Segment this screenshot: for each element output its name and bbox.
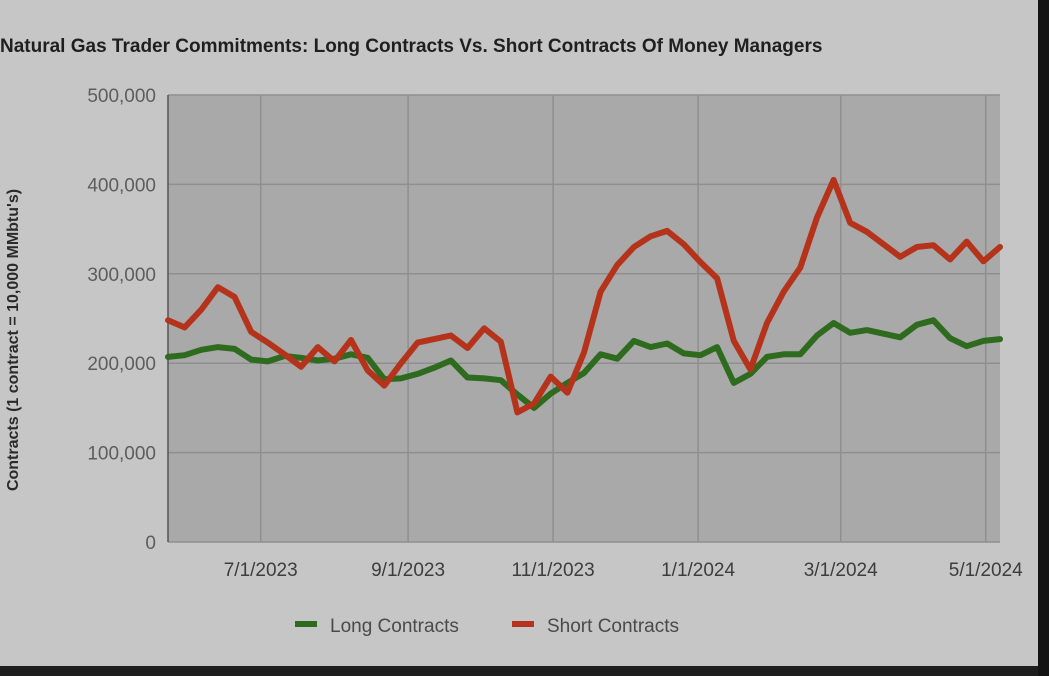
y-tick-label: 400,000	[87, 175, 156, 196]
x-tick-label: 7/1/2023	[224, 560, 298, 581]
x-tick-label: 3/1/2024	[804, 560, 878, 581]
y-tick-label: 200,000	[87, 354, 156, 375]
plot-area	[168, 95, 1000, 542]
series-line-short-contracts	[165, 176, 1003, 416]
legend-label: Short Contracts	[547, 616, 679, 637]
y-tick-label: 100,000	[87, 444, 156, 465]
x-tick-label: 11/1/2023	[512, 560, 595, 581]
y-axis-ticks: 0 100,000 200,000 300,000 400,000 500,000	[87, 86, 156, 554]
y-tick-label: 500,000	[87, 86, 156, 107]
chart-title: Natural Gas Trader Commitments: Long Con…	[0, 36, 822, 57]
legend: Long Contracts Short Contracts	[295, 616, 679, 637]
series-lines	[165, 176, 1003, 416]
right-dark-border	[1038, 0, 1049, 676]
legend-label: Long Contracts	[330, 616, 459, 637]
bottom-dark-border	[0, 666, 1038, 676]
y-tick-label: 0	[145, 533, 156, 554]
y-axis-label: Contracts (1 contract = 10,000 MMbtu's)	[5, 189, 22, 491]
x-tick-label: 1/1/2024	[661, 560, 735, 581]
x-axis-ticks: 7/1/2023 9/1/2023 11/1/2023 1/1/2024 3/1/202…	[224, 560, 1023, 581]
gridlines	[167, 94, 1000, 543]
x-tick-label: 5/1/2024	[949, 560, 1023, 581]
y-tick-label: 300,000	[87, 265, 156, 286]
x-tick-label: 9/1/2023	[371, 560, 445, 581]
